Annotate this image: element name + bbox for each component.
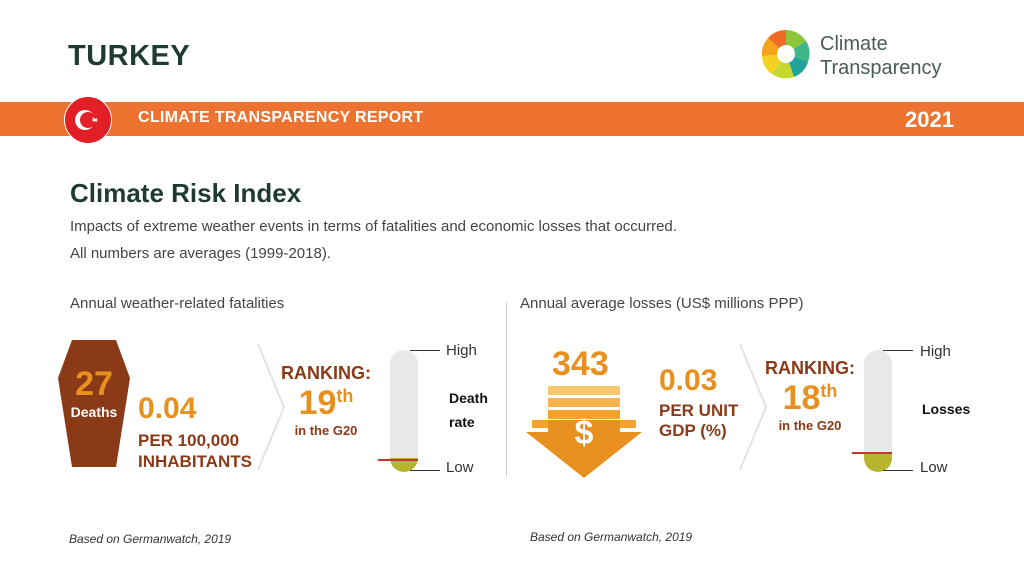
fatality-gauge-high-label: High <box>446 342 477 359</box>
fatalities-label: Annual weather-related fatalities <box>70 295 285 312</box>
logo-text-line1: Climate <box>820 33 888 55</box>
losses-unit-line2: GDP (%) <box>659 421 727 440</box>
coffin-icon <box>58 340 130 467</box>
money-arrow-icon <box>526 386 642 478</box>
deaths-label: Deaths <box>70 404 118 420</box>
fatality-gauge-label: Death rate <box>449 386 488 434</box>
section-title: Climate Risk Index <box>70 178 302 208</box>
losses-gauge <box>864 350 892 472</box>
report-year: 2021 <box>905 107 954 132</box>
fatality-rank-value: 19 <box>298 384 337 422</box>
dollar-sign: $ <box>574 414 594 452</box>
chevron-right-icon-2 <box>739 343 768 471</box>
fatality-rank-number: 19th <box>280 384 372 423</box>
report-title: CLIMATE TRANSPARENCY REPORT <box>138 109 424 126</box>
turkey-flag-icon <box>64 96 112 144</box>
losses-gauge-high-label: High <box>920 343 951 360</box>
losses-source: Based on Germanwatch, 2019 <box>530 530 693 544</box>
fatality-gauge-low-label: Low <box>446 459 474 476</box>
losses-gauge-marker <box>852 452 892 454</box>
logo-wheel-icon <box>761 29 810 79</box>
losses-gauge-high-tick <box>883 350 913 351</box>
losses-per-gdp-unit: PER UNIT GDP (%) <box>659 401 738 441</box>
fatality-gauge <box>390 350 418 472</box>
section-description-line1: Impacts of extreme weather events in ter… <box>70 218 677 235</box>
losses-gauge-label: Losses <box>922 401 971 417</box>
losses-value: 343 <box>552 345 609 383</box>
losses-rank-suffix: th <box>820 381 838 401</box>
losses-gauge-low-tick <box>883 470 913 471</box>
losses-ranking: RANKING: 18th in the G20 <box>764 358 856 433</box>
climate-transparency-logo: Climate Transparency <box>760 28 960 84</box>
fatality-rank-suffix: th <box>336 386 354 406</box>
fatality-ranking: RANKING: 19th in the G20 <box>280 363 372 438</box>
losses-label: Annual average losses (US$ millions PPP) <box>520 295 804 312</box>
logo-text-line2: Transparency <box>820 57 942 79</box>
losses-ranking-title: RANKING: <box>765 358 855 378</box>
fatality-gauge-high-tick <box>410 350 440 351</box>
fatality-gauge-label-line2: rate <box>449 414 475 430</box>
losses-rank-context: in the G20 <box>778 418 842 433</box>
fatality-rate-unit-line1: PER 100,000 <box>138 431 240 450</box>
country-title: TURKEY <box>68 40 191 72</box>
losses-rank-number: 18th <box>764 379 856 418</box>
fatalities-source: Based on Germanwatch, 2019 <box>69 532 232 546</box>
fatality-ranking-title: RANKING: <box>281 363 371 383</box>
fatality-gauge-fill <box>390 458 418 472</box>
losses-gauge-low-label: Low <box>920 459 948 476</box>
losses-per-gdp-value: 0.03 <box>659 364 718 397</box>
section-description-line2: All numbers are averages (1999-2018). <box>70 245 331 262</box>
fatality-gauge-low-tick <box>410 470 440 471</box>
fatality-rank-context: in the G20 <box>294 423 358 438</box>
losses-rank-value: 18 <box>782 379 821 417</box>
losses-gauge-fill <box>864 454 892 472</box>
fatality-rate-value: 0.04 <box>138 392 197 425</box>
column-divider <box>506 302 507 477</box>
fatality-rate-unit-line2: INHABITANTS <box>138 452 252 471</box>
fatality-gauge-marker <box>378 459 418 461</box>
fatality-gauge-label-line1: Death <box>449 390 488 406</box>
report-banner <box>0 102 1024 136</box>
losses-unit-line1: PER UNIT <box>659 401 739 420</box>
deaths-value: 27 <box>75 365 113 403</box>
fatality-rate-unit: PER 100,000 INHABITANTS <box>138 430 252 472</box>
chevron-right-icon <box>257 343 286 471</box>
